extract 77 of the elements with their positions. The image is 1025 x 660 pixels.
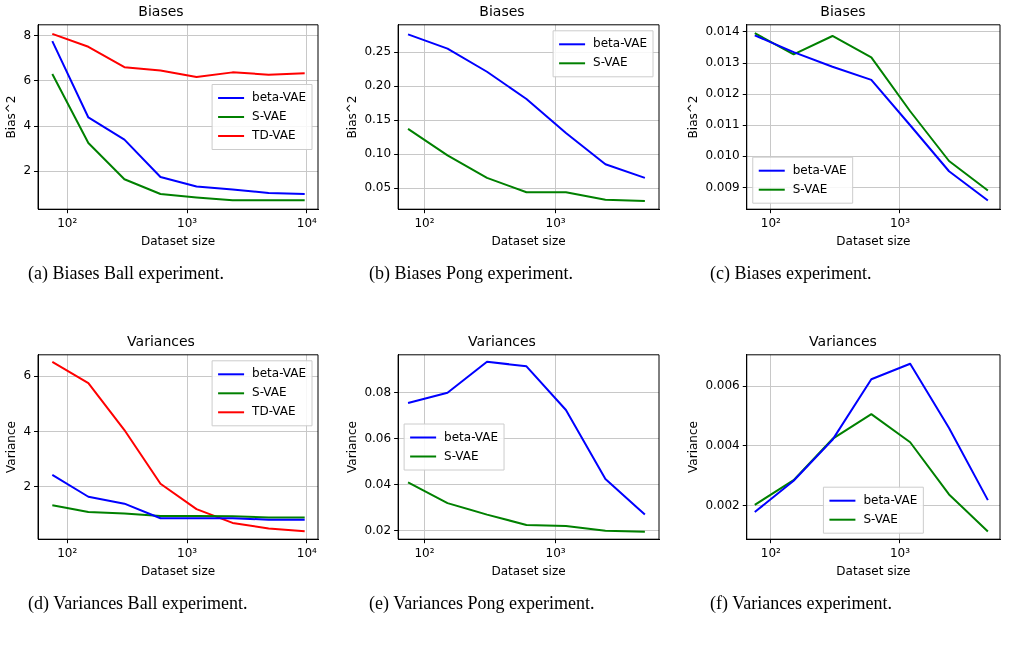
y-tick-label: 0.10 bbox=[364, 146, 392, 161]
legend-label: beta-VAE bbox=[252, 90, 306, 105]
chart-title: Biases bbox=[479, 3, 525, 20]
x-tick-label: 10² bbox=[760, 545, 782, 560]
y-axis-title: Variance bbox=[345, 421, 360, 473]
x-axis-title: Dataset size bbox=[836, 563, 911, 578]
y-tick-label: 6 bbox=[23, 368, 32, 383]
y-tick-label: 0.25 bbox=[364, 44, 392, 59]
y-tick-label: 0.08 bbox=[364, 384, 392, 399]
y-tick-label: 2 bbox=[23, 478, 32, 493]
chart-title: Variances bbox=[127, 333, 195, 350]
y-tick-label: 0.20 bbox=[364, 78, 392, 93]
chart-title: Biases bbox=[138, 3, 184, 20]
y-tick-label: 0.012 bbox=[705, 86, 740, 101]
x-axis-title: Dataset size bbox=[140, 233, 216, 248]
x-tick-label: 10³ bbox=[889, 215, 911, 230]
x-axis-title: Dataset size bbox=[140, 563, 216, 578]
legend-label: beta-VAE bbox=[444, 429, 499, 444]
y-tick-label: 0.05 bbox=[364, 180, 392, 195]
x-tick-label: 10⁴ bbox=[296, 215, 318, 230]
legend-label: beta-VAE bbox=[792, 162, 847, 177]
y-tick-label: 0.04 bbox=[364, 476, 392, 491]
x-tick-label: 10² bbox=[57, 545, 78, 560]
x-axis-title: Dataset size bbox=[836, 233, 911, 248]
text: (c) Biases experiment. bbox=[709, 262, 873, 284]
legend-label: S-VAE bbox=[444, 448, 479, 463]
chart-title: Variances bbox=[468, 333, 536, 350]
y-tick-label: 4 bbox=[23, 118, 32, 133]
text: (b) Biases Pong experiment. bbox=[368, 262, 574, 284]
y-tick-label: 0.002 bbox=[705, 497, 740, 512]
chart-title: Variances bbox=[809, 333, 877, 350]
text: (a) Biases Ball experiment. bbox=[27, 262, 225, 284]
y-tick-label: 0.014 bbox=[705, 24, 740, 39]
legend-label: S-VAE bbox=[593, 55, 628, 70]
x-tick-label: 10⁴ bbox=[296, 545, 318, 560]
x-axis-title: Dataset size bbox=[491, 233, 566, 248]
y-tick-label: 0.009 bbox=[705, 179, 740, 194]
y-tick-label: 4 bbox=[23, 423, 32, 438]
x-tick-label: 10² bbox=[414, 545, 435, 560]
legend-label: S-VAE bbox=[863, 511, 898, 526]
legend-label: S-VAE bbox=[252, 385, 287, 400]
legend-label: S-VAE bbox=[252, 109, 287, 124]
y-tick-label: 0.013 bbox=[705, 55, 740, 70]
y-tick-label: 0.15 bbox=[364, 112, 392, 127]
y-tick-label: 8 bbox=[23, 27, 32, 42]
text: (f) Variances experiment. bbox=[709, 592, 894, 614]
y-tick-label: 6 bbox=[23, 72, 32, 87]
y-tick-label: 0.006 bbox=[705, 378, 740, 393]
chart-title: Biases bbox=[820, 3, 866, 20]
x-tick-label: 10³ bbox=[545, 545, 566, 560]
y-tick-label: 0.004 bbox=[705, 437, 740, 452]
y-tick-label: 2 bbox=[23, 163, 32, 178]
x-tick-label: 10³ bbox=[889, 545, 911, 560]
y-tick-label: 0.011 bbox=[705, 117, 740, 132]
x-tick-label: 10³ bbox=[177, 545, 198, 560]
y-axis-title: Bias^2 bbox=[345, 95, 360, 139]
x-tick-label: 10³ bbox=[545, 215, 566, 230]
x-tick-label: 10³ bbox=[177, 215, 198, 230]
y-tick-label: 0.02 bbox=[364, 522, 392, 537]
x-tick-label: 10² bbox=[760, 215, 782, 230]
y-tick-label: 0.010 bbox=[705, 148, 740, 163]
legend-label: S-VAE bbox=[792, 181, 828, 196]
text: (e) Variances Pong experiment. bbox=[368, 592, 596, 614]
y-axis-title: Variance bbox=[686, 421, 701, 473]
legend-label: TD-VAE bbox=[251, 404, 296, 419]
x-tick-label: 10² bbox=[57, 215, 78, 230]
legend-label: beta-VAE bbox=[252, 366, 306, 381]
y-axis-title: Variance bbox=[4, 421, 19, 473]
y-tick-label: 0.06 bbox=[364, 430, 392, 445]
x-axis-title: Dataset size bbox=[491, 563, 566, 578]
legend-label: TD-VAE bbox=[251, 128, 296, 143]
legend-label: beta-VAE bbox=[863, 492, 918, 507]
text: (d) Variances Ball experiment. bbox=[27, 592, 249, 614]
y-axis-title: Bias^2 bbox=[686, 95, 701, 139]
y-axis-title: Bias^2 bbox=[4, 95, 19, 139]
legend-label: beta-VAE bbox=[593, 36, 647, 51]
x-tick-label: 10² bbox=[414, 215, 435, 230]
